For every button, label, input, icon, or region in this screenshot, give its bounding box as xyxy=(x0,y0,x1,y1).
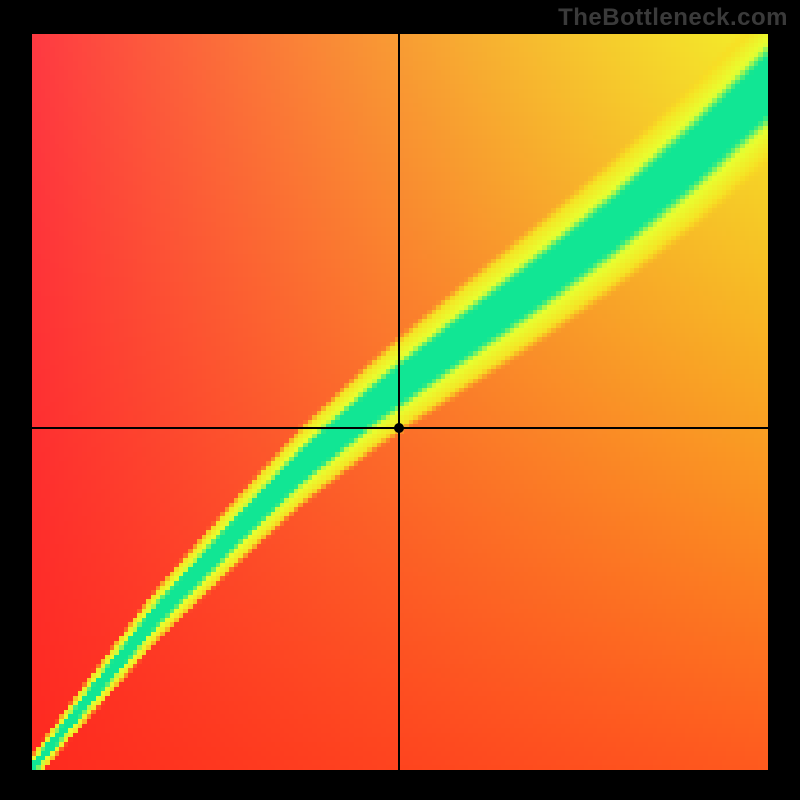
plot-area xyxy=(32,34,768,770)
chart-frame: TheBottleneck.com xyxy=(0,0,800,800)
watermark-text: TheBottleneck.com xyxy=(558,4,788,32)
heatmap-canvas xyxy=(32,34,768,770)
